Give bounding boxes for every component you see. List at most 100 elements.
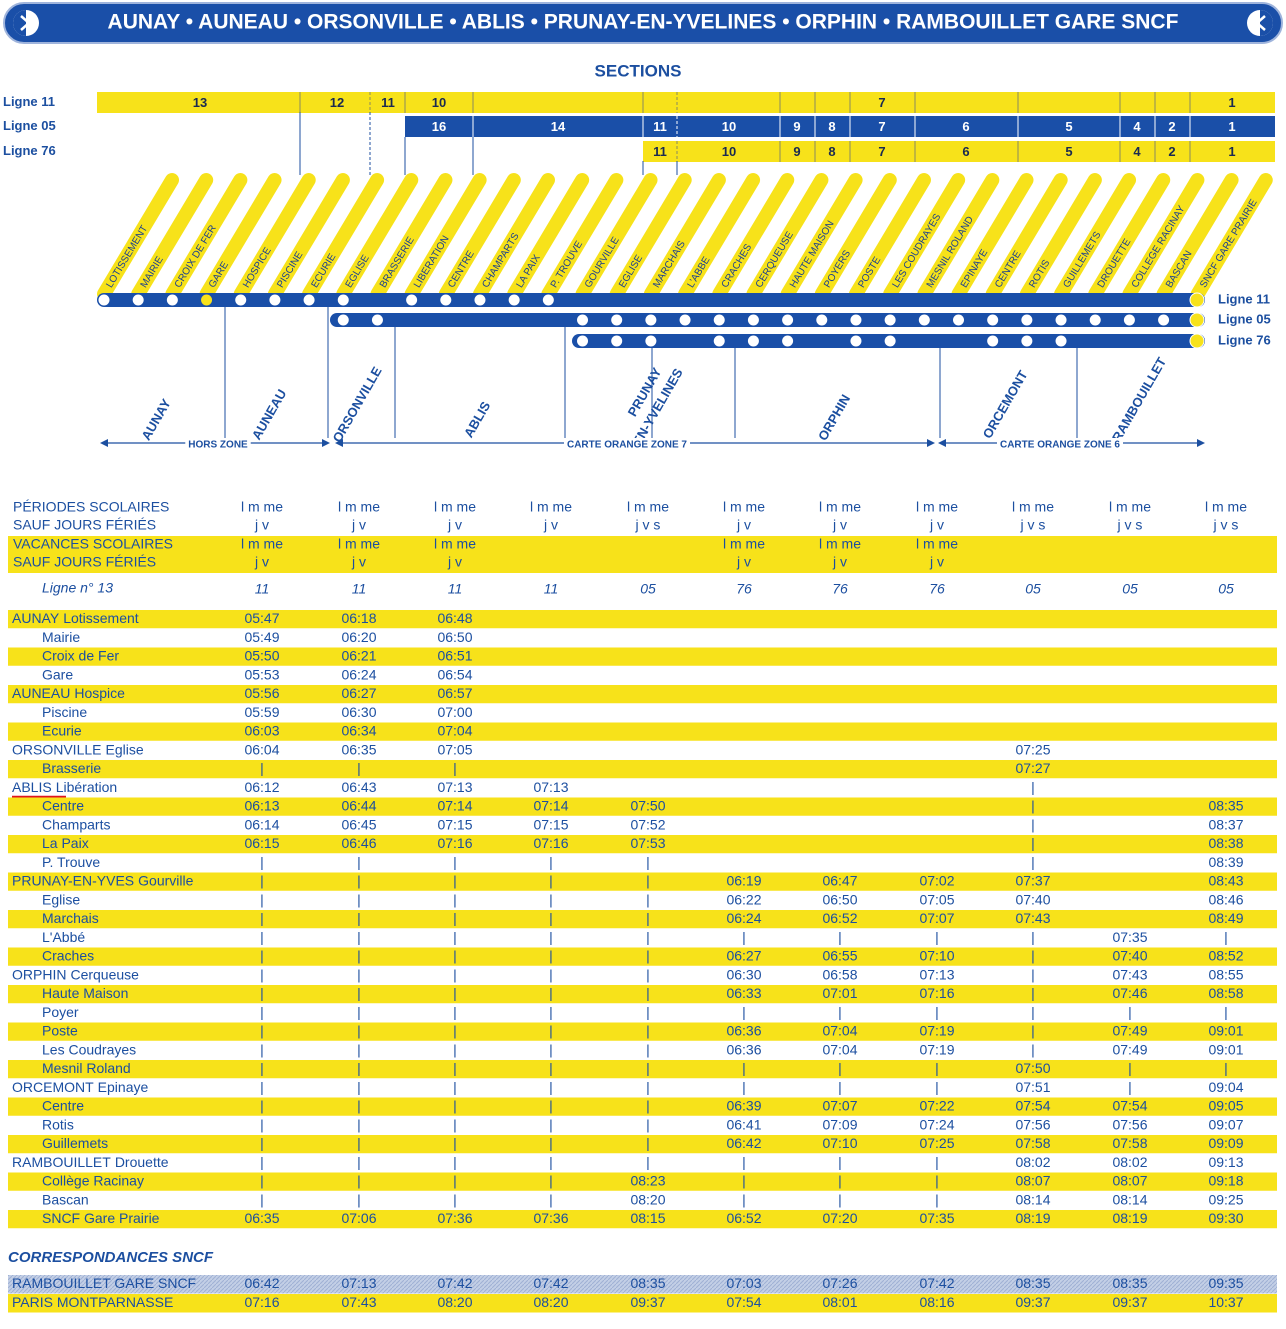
- time-cell: |: [260, 966, 264, 982]
- time-cell: 07:58: [1112, 1135, 1147, 1151]
- header-bar: [3, 2, 1283, 44]
- row-band: [8, 947, 1277, 966]
- time-cell: |: [357, 1191, 361, 1207]
- section-number: 5: [1065, 144, 1072, 159]
- section-number: 9: [793, 119, 800, 134]
- line-number: 76: [929, 581, 945, 597]
- stop-stripe: [951, 173, 1034, 301]
- time-cell: 09:37: [1112, 1294, 1147, 1310]
- stop-dot: [542, 294, 554, 306]
- commune-label: AUNAY: [12, 610, 60, 626]
- time-cell: 07:26: [822, 1275, 857, 1291]
- section-number: 4: [1133, 144, 1141, 159]
- line-number: 11: [352, 581, 367, 597]
- time-cell: 07:07: [919, 910, 954, 926]
- time-cell: 06:04: [244, 741, 279, 757]
- zone-label: CARTE ORANGE ZONE 6: [1000, 440, 1120, 451]
- stop-stripe: [1156, 173, 1239, 301]
- time-cell: 06:51: [437, 648, 472, 664]
- stop-stripe: [883, 173, 966, 301]
- commune-label: ORSONVILLE: [12, 741, 101, 757]
- time-cell: |: [453, 1079, 457, 1095]
- time-cell: 07:24: [919, 1116, 954, 1132]
- time-cell: 08:35: [1015, 1275, 1050, 1291]
- time-cell: 07:43: [1112, 966, 1147, 982]
- stop-dot: [577, 335, 589, 347]
- stop-label: Centre: [42, 798, 84, 814]
- section-number: 8: [828, 144, 835, 159]
- time-cell: |: [260, 1173, 264, 1189]
- stop-stripe: [1019, 173, 1102, 301]
- header-title: AUNAY • AUNEAU • ORSONVILLE • ABLIS • PR…: [108, 11, 1179, 34]
- commune-name: AUNEAU: [249, 387, 290, 443]
- row-band: [8, 1210, 1277, 1229]
- time-cell: 06:27: [726, 948, 761, 964]
- period-label: VACANCES SCOLAIRES: [13, 536, 173, 552]
- stop-name: MAIRIE: [139, 254, 166, 289]
- time-cell: 07:20: [822, 1210, 857, 1226]
- time-cell: |: [1031, 966, 1035, 982]
- time-cell: 07:13: [341, 1275, 376, 1291]
- time-cell: 05:56: [244, 685, 279, 701]
- section-bar: [643, 141, 1275, 162]
- time-cell: |: [357, 948, 361, 964]
- stop-label: L'Abbé: [42, 929, 85, 945]
- line-number: 11: [448, 581, 463, 597]
- time-cell: 09:30: [1208, 1210, 1243, 1226]
- time-cell: |: [260, 910, 264, 926]
- time-cell: |: [646, 948, 650, 964]
- row-band: [8, 647, 1277, 666]
- time-cell: |: [357, 1154, 361, 1170]
- period-days: l m me: [819, 536, 861, 552]
- section-number: 6: [962, 119, 969, 134]
- time-cell: |: [549, 1079, 553, 1095]
- time-cell: |: [1128, 1079, 1132, 1095]
- time-cell: |: [935, 1191, 939, 1207]
- row-band: [8, 1060, 1277, 1079]
- stop-stripe: [541, 173, 624, 301]
- time-cell: |: [742, 1173, 746, 1189]
- time-cell: |: [549, 1098, 553, 1114]
- time-cell: 07:36: [437, 1210, 472, 1226]
- row-band: [8, 1097, 1277, 1116]
- line-number: 11: [255, 581, 270, 597]
- time-cell: 07:35: [919, 1210, 954, 1226]
- time-cell: 08:58: [1208, 985, 1243, 1001]
- row-band: [8, 872, 1277, 891]
- time-cell: 06:45: [341, 816, 376, 832]
- time-cell: |: [260, 891, 264, 907]
- time-cell: |: [1031, 1004, 1035, 1020]
- row-band: [8, 1294, 1277, 1313]
- stop-stripe: [814, 173, 897, 301]
- time-cell: 06:44: [341, 798, 376, 814]
- stop-label: Poyer: [42, 1004, 79, 1020]
- stop-stripe: [1088, 173, 1171, 301]
- stop-dot: [782, 335, 794, 347]
- time-cell: |: [357, 985, 361, 1001]
- time-cell: |: [935, 1060, 939, 1076]
- stop-label: Champarts: [42, 816, 110, 832]
- time-cell: 07:16: [244, 1294, 279, 1310]
- line-track: [330, 313, 1205, 327]
- line-label: Ligne 76: [1218, 332, 1271, 347]
- time-cell: 08:35: [630, 1275, 665, 1291]
- stop-label: Lotissement: [63, 610, 139, 626]
- stop-dot: [611, 335, 623, 347]
- time-cell: |: [549, 1004, 553, 1020]
- time-cell: 07:42: [533, 1275, 568, 1291]
- time-cell: 08:23: [630, 1173, 665, 1189]
- time-cell: |: [549, 1154, 553, 1170]
- vacances-band: [8, 536, 1277, 573]
- line-number: 05: [1122, 581, 1138, 597]
- row-band: [8, 610, 1277, 629]
- stop-stripe: [848, 173, 931, 301]
- stop-stripe: [507, 173, 590, 301]
- time-cell: |: [1031, 948, 1035, 964]
- line-number: 05: [1025, 581, 1041, 597]
- time-cell: 06:55: [822, 948, 857, 964]
- period-label: PÉRIODES SCOLAIRES: [13, 499, 169, 515]
- time-cell: 07:54: [1112, 1098, 1147, 1114]
- time-cell: |: [357, 1023, 361, 1039]
- period-days: l m me: [241, 499, 283, 515]
- time-cell: 07:13: [437, 779, 472, 795]
